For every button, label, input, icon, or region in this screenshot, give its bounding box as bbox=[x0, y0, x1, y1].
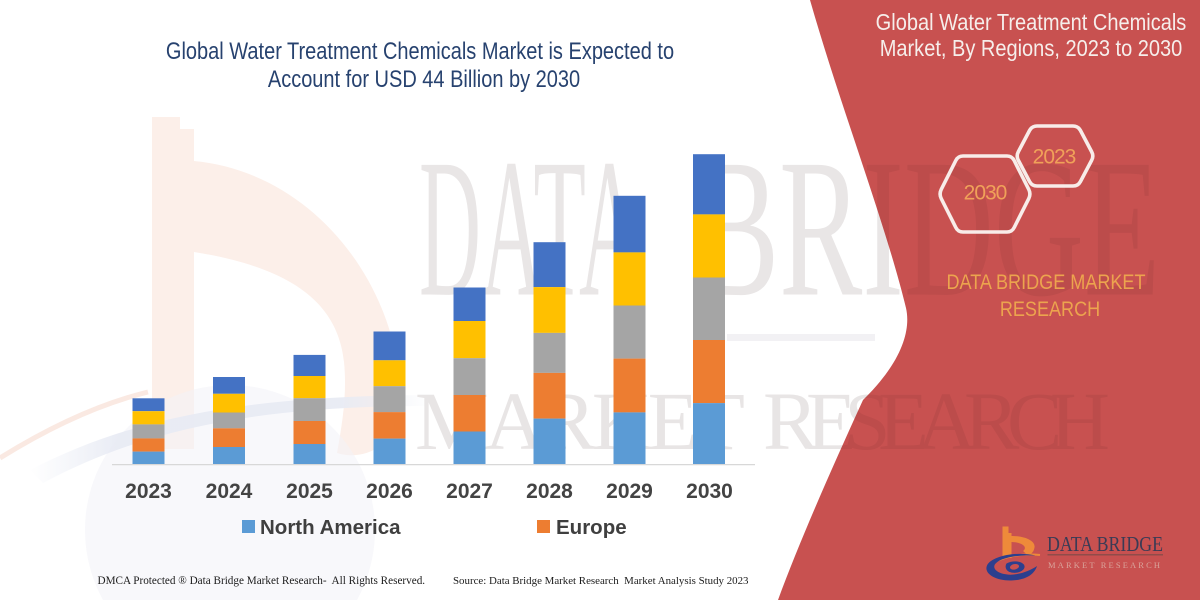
svg-text:2030: 2030 bbox=[964, 182, 1007, 205]
svg-text:DATA BRIDGE: DATA BRIDGE bbox=[1047, 532, 1163, 556]
svg-text:2023: 2023 bbox=[1033, 146, 1076, 169]
svg-text:MARKET RESEARCH: MARKET RESEARCH bbox=[1048, 560, 1160, 570]
svg-text:DATA: DATA bbox=[419, 119, 641, 338]
